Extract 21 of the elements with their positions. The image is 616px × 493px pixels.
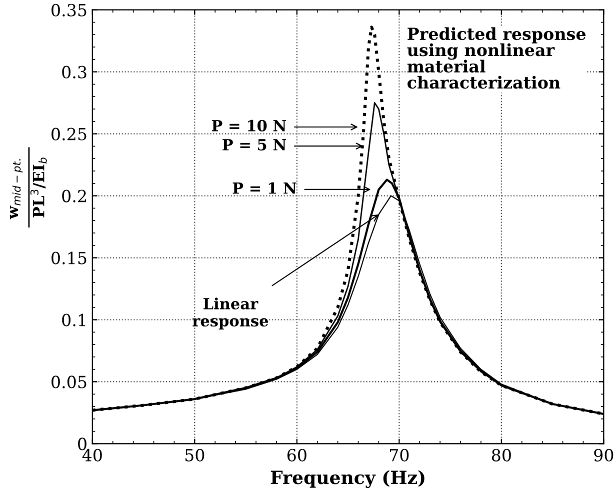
y-axis-title: w$_{mid−pt.}$ PL$^{3}$/EI$_{b}$ [10,158,47,220]
annotation: P = 1 N [232,182,296,194]
y-tick-label: 0.2 [62,190,86,202]
annotation: P = 5 N [222,139,286,151]
y-tick-label: 0.35 [52,4,86,16]
x-tick-label: 90 [594,448,614,462]
y-tick-label: 0.1 [62,314,86,326]
x-tick-label: 60 [287,448,306,462]
x-tick-label: 50 [185,448,204,462]
y-tick-label: 0.15 [52,252,86,264]
y-tick-label: 0.25 [52,128,86,140]
y-tick-label: 0.05 [52,376,86,388]
x-axis-title: Frequency (Hz) [270,470,424,488]
annotation: Linear response [192,298,268,330]
x-tick-label: 40 [82,448,102,462]
annotation: P = 10 N [212,120,286,132]
x-tick-label: 70 [390,448,409,462]
x-tick-label: 80 [492,448,511,462]
y-tick-label: 0 [78,438,86,450]
annotation: Predicted response using nonlinear material characterization [407,27,586,89]
y-tick-label: 0.3 [62,66,86,78]
